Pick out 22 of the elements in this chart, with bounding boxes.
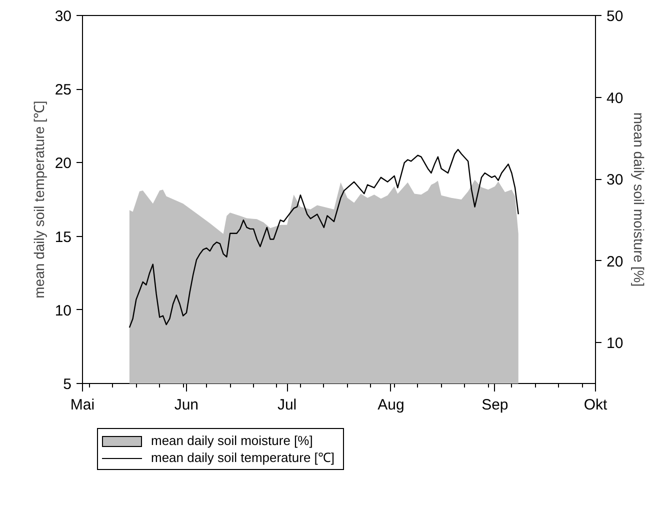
y2-tick-label: 20 [606,253,624,270]
x-tick-label: Sep [482,396,508,414]
y-tick-label: 15 [54,228,72,246]
y-tick-label: 30 [54,8,72,25]
x-tick-label: Mai [70,396,95,414]
y-axis-title: mean daily soil temperature [℃] [30,100,47,298]
y-tick-label: 20 [54,155,72,172]
y-tick-label: 5 [63,376,72,393]
y2-tick-label: 40 [606,90,624,107]
line-series [128,148,519,328]
y2-tick-label: 50 [606,8,624,25]
x-tick-label: Aug [378,396,404,414]
y2-axis-title: mean daily soil moisture [%] [631,112,648,287]
x-tick-label: Okt [584,396,608,414]
y2-tick-label: 10 [606,335,624,352]
x-tick-label: Jun [174,396,199,414]
legend-label: mean daily soil moisture [%] [151,433,313,448]
legend-label: mean daily soil temperature [℃] [151,450,335,466]
y-tick-label: 10 [54,302,72,320]
y-tick-label: 25 [54,82,72,99]
y2-tick-label: 30 [606,172,624,189]
x-tick-label: Jul [277,396,297,414]
